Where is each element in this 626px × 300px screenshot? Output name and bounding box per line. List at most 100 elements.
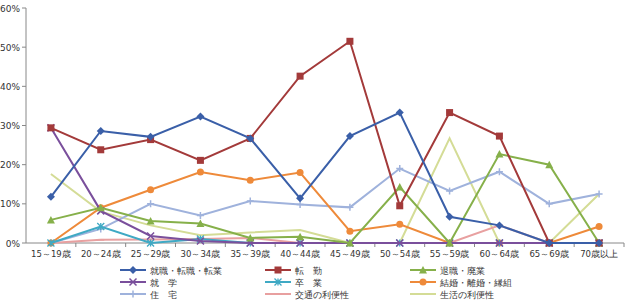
marker — [297, 73, 304, 80]
series — [47, 109, 603, 247]
marker — [47, 193, 55, 201]
legend-marker — [275, 267, 282, 274]
x-tick-label: 40～44歳 — [280, 249, 320, 259]
y-axis — [26, 8, 27, 243]
marker — [396, 221, 403, 228]
marker — [495, 150, 503, 158]
series-line — [51, 128, 599, 243]
x-tick — [125, 243, 126, 247]
legend-marker — [129, 266, 137, 274]
marker — [246, 134, 254, 142]
x-tick-label: 25～29歳 — [131, 249, 171, 259]
legend-label: 卒 業 — [295, 278, 322, 288]
marker — [246, 234, 254, 242]
y-tick-label: 10% — [0, 199, 20, 209]
marker — [546, 240, 553, 247]
y-tick-label: 30% — [0, 121, 20, 131]
x-tick-label: 35～39歳 — [230, 249, 270, 259]
marker — [496, 133, 503, 140]
marker — [396, 202, 403, 209]
marker — [47, 216, 55, 224]
marker — [147, 133, 155, 141]
marker — [297, 169, 304, 176]
y-tick — [22, 203, 26, 204]
legend-marker — [275, 279, 282, 286]
marker — [296, 233, 304, 241]
marker — [346, 239, 354, 247]
marker — [197, 238, 204, 245]
marker — [396, 165, 403, 172]
legend: 就職・転職・転業転 勤退職・廃業就 学卒 業結婚・離婚・縁組住 宅交通の利便性生… — [120, 266, 512, 300]
x-tick — [624, 243, 625, 247]
y-tick-label: 20% — [0, 160, 20, 170]
x-tick-label: 60～64歳 — [480, 249, 520, 259]
marker — [147, 186, 154, 193]
x-tick-label: 55～59歳 — [430, 249, 470, 259]
legend-label: 転 勤 — [295, 266, 322, 276]
y-tick — [22, 125, 26, 126]
x-tick-label: 45～49歳 — [330, 249, 370, 259]
legend-label: 退職・廃業 — [440, 266, 485, 276]
x-tick — [75, 243, 76, 247]
marker — [495, 221, 503, 229]
marker — [147, 200, 154, 207]
marker — [546, 240, 553, 247]
series-line — [51, 113, 599, 243]
marker — [596, 240, 603, 247]
x-tick-label: 65～69歳 — [529, 249, 569, 259]
series-line — [51, 41, 599, 243]
legend-marker — [130, 291, 137, 298]
chart: 0%10%20%30%40%50%60%15～19歳20～24歳25～29歳30… — [0, 0, 626, 300]
marker — [346, 228, 353, 235]
marker — [545, 161, 553, 169]
marker — [197, 157, 204, 164]
y-tick-label: 0% — [6, 239, 21, 249]
marker — [446, 187, 453, 194]
plot-area — [47, 38, 603, 247]
marker — [596, 240, 603, 247]
x-tick — [175, 243, 176, 247]
marker — [296, 194, 304, 202]
legend-swatch — [265, 293, 291, 295]
legend-marker — [419, 266, 427, 274]
legend-label: 就職・転職・転業 — [150, 266, 222, 276]
marker — [496, 240, 503, 247]
y-tick — [22, 243, 26, 244]
marker — [97, 146, 104, 153]
y-tick — [22, 8, 26, 9]
x-tick-label: 20～24歳 — [81, 249, 121, 259]
marker — [546, 200, 553, 207]
marker — [396, 109, 404, 117]
marker — [545, 239, 553, 247]
marker — [546, 240, 553, 247]
marker — [446, 213, 454, 221]
x-tick-label: 70歳以上 — [580, 249, 618, 259]
marker — [97, 204, 105, 212]
x-tick — [225, 243, 226, 247]
marker — [147, 217, 155, 225]
marker — [596, 223, 603, 230]
marker — [196, 112, 204, 120]
legend-marker — [130, 279, 137, 286]
marker — [97, 239, 104, 241]
marker — [346, 204, 353, 211]
y-tick — [22, 164, 26, 165]
y-tick — [22, 86, 26, 87]
x-tick-label: 15～19歳 — [31, 249, 71, 259]
marker — [596, 191, 603, 198]
marker — [47, 124, 54, 131]
marker — [595, 239, 603, 247]
marker — [346, 132, 354, 140]
marker — [247, 177, 254, 184]
marker — [196, 219, 204, 227]
marker — [297, 240, 304, 247]
marker — [396, 183, 404, 191]
marker — [197, 169, 204, 176]
marker — [147, 240, 154, 247]
marker — [197, 212, 204, 219]
marker — [596, 240, 603, 247]
series — [47, 38, 602, 247]
marker — [97, 127, 105, 135]
marker — [546, 240, 553, 247]
marker — [595, 239, 603, 247]
